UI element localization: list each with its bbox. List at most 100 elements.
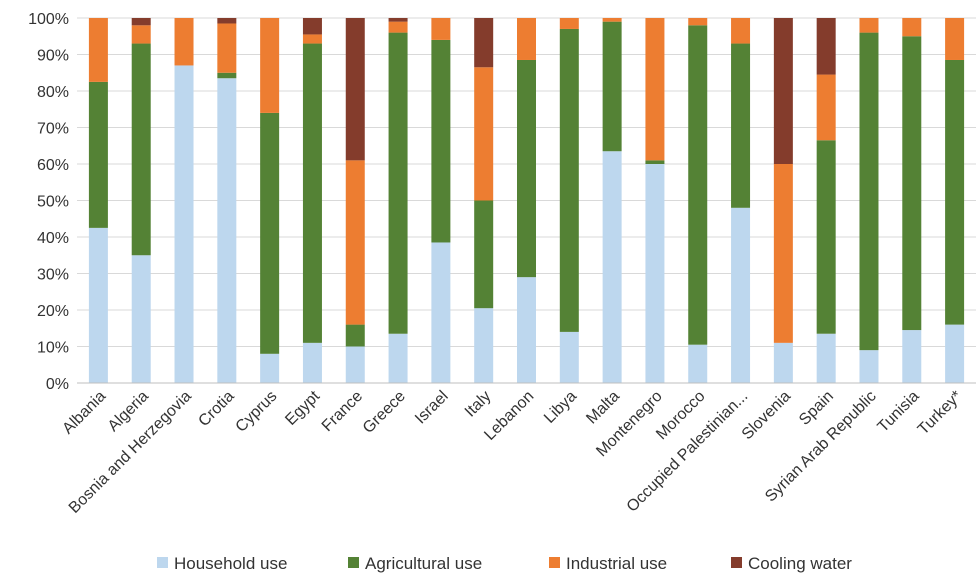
bar-segment-industrial-use [773, 164, 793, 343]
x-category-label: Libya [541, 388, 580, 427]
bar-segment-industrial-use [559, 18, 579, 29]
bar-segment-household-use [474, 308, 494, 383]
bar-segment-household-use [731, 207, 751, 383]
bar-segment-agricultural-use [902, 36, 922, 331]
bar-segment-agricultural-use [645, 160, 665, 164]
bar-segment-household-use [131, 255, 151, 383]
bar-segment-household-use [688, 344, 708, 383]
bars [88, 18, 965, 384]
bar-segment-household-use [902, 330, 922, 383]
bar-segment-industrial-use [816, 74, 836, 141]
bar-segment-household-use [859, 350, 879, 383]
y-tick-label: 90% [37, 48, 69, 65]
bar-segment-industrial-use [131, 25, 151, 44]
bar-segment-cooling-water [131, 18, 151, 26]
bar-segment-industrial-use [731, 18, 751, 44]
y-tick-label: 20% [37, 303, 69, 320]
legend-swatch [348, 557, 359, 568]
x-category-label: Greece [360, 388, 409, 437]
y-tick-label: 80% [37, 84, 69, 101]
bar-segment-agricultural-use [260, 112, 280, 354]
bar-segment-industrial-use [602, 18, 622, 22]
y-tick-label: 70% [37, 121, 69, 138]
bar-segment-industrial-use [388, 21, 408, 33]
bar-segment-agricultural-use [859, 32, 879, 351]
bar-segment-industrial-use [474, 67, 494, 201]
bar-segment-agricultural-use [688, 25, 708, 345]
bar-segment-household-use [602, 151, 622, 383]
legend-swatch [549, 557, 560, 568]
y-tick-label: 50% [37, 194, 69, 211]
bar-segment-household-use [388, 333, 408, 383]
bar-segment-household-use [302, 342, 322, 383]
bar-segment-cooling-water [345, 18, 365, 161]
bar-segment-agricultural-use [388, 32, 408, 334]
bar-segment-agricultural-use [345, 324, 365, 347]
x-category-label: Spain [796, 388, 837, 429]
x-category-label: Cyprus [233, 388, 281, 436]
legend-swatch [157, 557, 168, 568]
bar-segment-industrial-use [517, 18, 536, 60]
x-category-label: Turkey* [915, 388, 966, 439]
x-category-label: Tunisia [875, 388, 923, 436]
bar-segment-agricultural-use [602, 21, 622, 152]
y-tick-label: 100% [28, 11, 69, 28]
bar-segment-industrial-use [260, 18, 280, 113]
x-category-label: France [319, 388, 366, 435]
bar-segment-agricultural-use [816, 140, 836, 334]
y-axis-tick-labels: 0% 10% 20% 30% 40% 50% 60% 70% 80% 90% 100% [28, 11, 69, 393]
y-tick-label: 10% [37, 340, 69, 357]
bar-segment-household-use [88, 227, 108, 384]
bar-segment-household-use [816, 333, 836, 383]
bar-segment-cooling-water [474, 18, 494, 68]
bar-segment-cooling-water [816, 18, 836, 75]
bar-segment-household-use [431, 242, 451, 383]
bar-segment-household-use [260, 353, 280, 383]
bar-segment-industrial-use [302, 34, 322, 44]
y-tick-label: 40% [37, 230, 69, 247]
bar-segment-agricultural-use [431, 39, 451, 243]
bar-segment-household-use [217, 78, 237, 383]
bar-segment-agricultural-use [217, 72, 237, 79]
bar-segment-household-use [559, 331, 579, 383]
bar-segment-household-use [645, 164, 665, 383]
legend-label: Agricultural use [365, 554, 482, 573]
bar-segment-cooling-water [302, 18, 322, 35]
x-category-label: Italy [462, 388, 495, 421]
bar-segment-industrial-use [431, 18, 451, 40]
bar-segment-household-use [773, 342, 793, 383]
bar-segment-cooling-water [217, 18, 237, 24]
x-category-label: Malta [583, 388, 623, 428]
bar-segment-industrial-use [902, 18, 922, 37]
bar-segment-agricultural-use [302, 43, 322, 343]
legend-swatch [731, 557, 742, 568]
y-tick-label: 30% [37, 267, 69, 284]
bar-segment-industrial-use [174, 18, 194, 66]
bar-segment-agricultural-use [474, 200, 494, 309]
bar-segment-household-use [345, 346, 365, 383]
bar-segment-agricultural-use [88, 81, 108, 228]
bar-segment-cooling-water [773, 18, 793, 164]
bar-segment-cooling-water [388, 18, 408, 22]
y-tick-label: 60% [37, 157, 69, 174]
legend-label: Cooling water [748, 554, 852, 573]
legend-label: Industrial use [566, 554, 667, 573]
bar-segment-household-use [945, 324, 965, 383]
bar-segment-industrial-use [645, 18, 665, 161]
bar-segment-industrial-use [859, 18, 879, 33]
bar-segment-industrial-use [688, 18, 708, 26]
bar-segment-agricultural-use [945, 59, 965, 325]
x-category-label: Israel [412, 388, 452, 428]
x-category-label: Albania [59, 388, 109, 438]
bar-segment-industrial-use [345, 160, 365, 325]
bar-segment-industrial-use [945, 18, 965, 60]
legend: Household use Agricultural use Industrial … [157, 554, 852, 573]
bar-segment-household-use [517, 277, 536, 383]
x-category-label: Egypt [282, 387, 323, 428]
bar-segment-agricultural-use [559, 28, 579, 332]
y-tick-label: 0% [46, 376, 69, 393]
bar-segment-agricultural-use [131, 43, 151, 256]
